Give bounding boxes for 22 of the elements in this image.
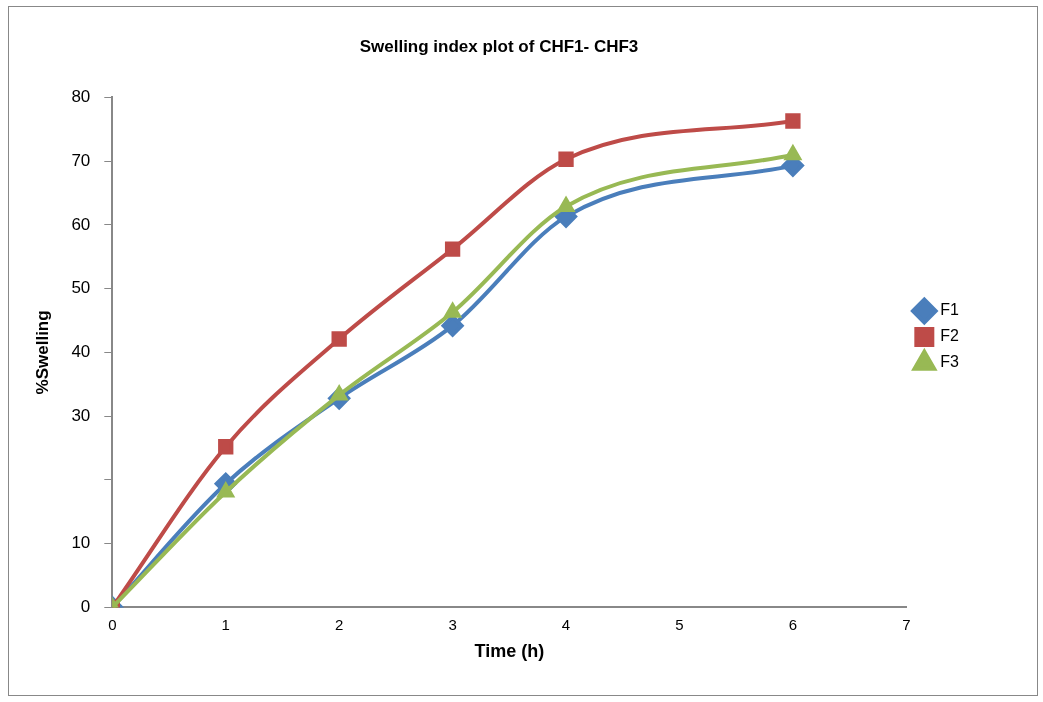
chart-title: Swelling index plot of CHF1- CHF3 [359,36,639,56]
y-tick-label: 80 [71,87,91,107]
x-tick-label: 3 [448,615,457,633]
legend-label: F3 [940,353,960,371]
y-tick-label: 0 [80,597,91,617]
x-tick-label: 0 [108,615,117,633]
x-tick-label: 4 [561,615,571,633]
y-tick-label: 70 [71,150,91,170]
x-tick-label: 2 [335,615,344,633]
legend-label: F2 [940,327,960,345]
x-axis-title: Time (h) [474,641,545,662]
y-tick-label: 40 [71,342,91,362]
x-tick-label: 7 [902,615,911,633]
x-tick-label: 1 [221,615,230,633]
y-tick-label: 50 [71,278,91,298]
legend-label: F1 [940,301,960,319]
x-tick-label: 6 [788,615,798,633]
y-tick-label: 10 [71,533,91,553]
x-tick-label: 5 [675,615,684,633]
y-tick-label: 60 [71,214,91,234]
y-tick-label: 30 [71,405,91,425]
y-axis-title: %Swelling [32,310,52,395]
